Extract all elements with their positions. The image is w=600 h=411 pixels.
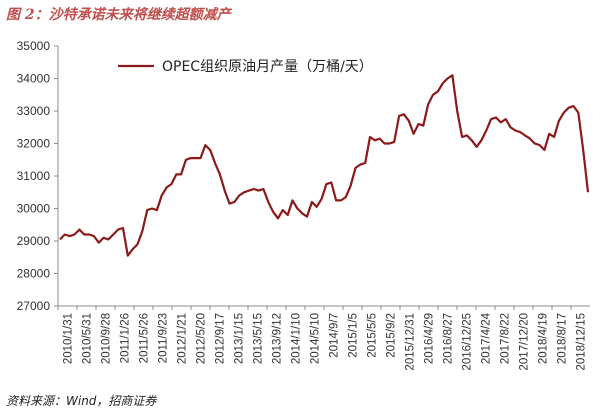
y-axis: 27000 28000 29000 30000 31000 32000 33000 34000… [17,39,59,313]
x-axis: 2010/1/31 2010/5/31 2010/9/28 2011/1/26 2011… [57,305,590,371]
y-tick-label: 29000 [17,234,51,248]
x-tick-label: 2011/1/26 [120,313,132,363]
series-line [59,74,590,257]
x-tick-label: 2013/1/15 [234,313,246,364]
y-tick-label: 35000 [17,39,51,53]
x-tick-label: 2012/1/21 [177,313,189,364]
x-tick-label: 2012/9/17 [215,313,227,364]
x-tick-label: 2017/8/22 [500,313,512,364]
x-tick-label: 2016/12/25 [462,313,474,371]
x-tick-label: 2014/5/10 [310,313,322,364]
x-tick-label: 2018/4/19 [538,313,550,364]
y-tick-label: 27000 [17,299,51,313]
figure-title: 图 2：沙特承诺未来将继续超额减产 [6,7,231,23]
x-tick-label: 2015/9/2 [386,313,398,358]
x-tick-label: 2018/8/17 [557,313,569,364]
x-tick-label: 2016/8/27 [443,313,455,364]
x-tick-label: 2011/5/26 [139,313,151,363]
x-tick-label: 2014/9/7 [329,313,341,358]
legend-label: OPEC组织原油月产量（万桶/天） [162,59,373,75]
x-tick-label: 2016/4/29 [424,313,436,364]
x-tick-label: 2013/9/12 [272,313,284,364]
source-note: 资料来源：Wind，招商证券 [6,394,157,408]
x-tick-label: 2010/1/31 [63,313,75,364]
y-tick-label: 34000 [17,72,51,86]
y-tick-label: 28000 [17,267,51,281]
x-tick-label: 2015/5/5 [367,313,379,358]
x-tick-label: 2017/4/24 [481,312,493,364]
x-tick-label: 2014/1/10 [291,313,303,364]
x-tick-label: 2012/5/20 [196,313,208,364]
y-tick-label: 30000 [17,202,51,216]
x-tick-label: 2011/9/23 [158,313,170,363]
legend: OPEC组织原油月产量（万桶/天） [118,59,373,75]
x-tick-label: 2018/12/15 [576,313,588,371]
y-tick-label: 32000 [17,137,51,151]
x-tick-label: 2010/5/31 [82,313,94,364]
y-tick-label: 31000 [17,169,51,183]
x-tick-label: 2013/5/15 [253,313,265,364]
x-tick-label: 2015/12/31 [405,313,417,371]
x-tick-label: 2010/9/28 [101,313,113,364]
y-tick-label: 33000 [17,104,51,118]
x-tick-label: 2015/1/5 [348,313,360,358]
series-layer [59,74,590,257]
x-tick-label: 2017/12/20 [519,313,531,371]
